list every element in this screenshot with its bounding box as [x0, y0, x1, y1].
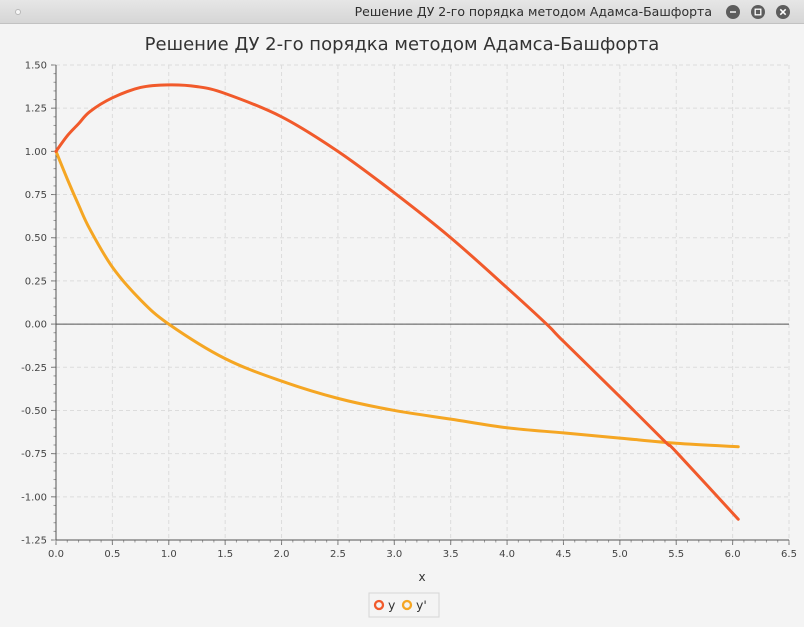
line-chart: Решение ДУ 2-го порядка методом Адамса-Б… — [21, 34, 797, 618]
close-button[interactable] — [776, 5, 790, 19]
y-tick-label: -0.75 — [21, 449, 47, 460]
x-axis-label: x — [418, 570, 425, 584]
minimize-button[interactable] — [726, 5, 740, 19]
x-tick-label: 3.0 — [386, 549, 402, 560]
axes: 0.0 0.5 1.0 1.5 2.0 2.5 3.0 3.5 4.0 4.5 5.0 5.5 6.0 6… — [21, 61, 797, 561]
legend-label-y: y — [388, 598, 396, 613]
legend: y y' — [368, 592, 440, 618]
maximize-icon — [754, 8, 762, 16]
y-tick-label: 1.50 — [25, 61, 47, 72]
close-icon — [779, 8, 787, 16]
series-line-y — [54, 83, 740, 521]
y-tick-label: -0.25 — [21, 363, 47, 374]
x-tick-label: 1.0 — [161, 549, 177, 560]
y-tick-label: 0.00 — [25, 320, 47, 331]
x-tick-label: 4.0 — [499, 549, 515, 560]
legend-marker-y — [373, 599, 385, 611]
chart-title: Решение ДУ 2-го порядка методом Адамса-Б… — [145, 34, 660, 55]
y-tick-label: 1.00 — [25, 147, 47, 158]
x-tick-label: 2.0 — [274, 549, 290, 560]
x-tick-label: 2.5 — [330, 549, 346, 560]
window-title: Решение ДУ 2-го порядка методом Адамса-Б… — [354, 4, 712, 19]
series-line-y-prime — [54, 149, 740, 449]
x-tick-label: 4.5 — [556, 549, 572, 560]
legend-marker-y-prime — [401, 599, 413, 611]
y-tick-label: -1.00 — [21, 492, 47, 503]
x-tick-label: 5.0 — [612, 549, 628, 560]
window-menu-icon[interactable] — [15, 9, 21, 15]
x-tick-label: 6.5 — [781, 549, 797, 560]
y-tick-label: -1.25 — [21, 536, 47, 547]
legend-label-y-prime: y' — [416, 598, 427, 613]
x-tick-label: 5.5 — [668, 549, 684, 560]
grid — [56, 64, 790, 540]
y-tick-label: 0.50 — [25, 233, 47, 244]
minimize-icon — [730, 11, 736, 13]
window-titlebar: Решение ДУ 2-го порядка методом Адамса-Б… — [0, 0, 804, 24]
y-tick-label: 1.25 — [25, 104, 47, 115]
y-tick-label: -0.50 — [21, 406, 47, 417]
x-tick-label: 3.5 — [443, 549, 459, 560]
x-tick-label: 0.0 — [48, 549, 64, 560]
plot-area — [56, 65, 789, 540]
x-tick-label: 0.5 — [104, 549, 120, 560]
y-tick-label: 0.25 — [25, 276, 47, 287]
maximize-button[interactable] — [751, 5, 765, 19]
series-layer — [54, 83, 740, 521]
x-tick-label: 6.0 — [725, 549, 741, 560]
x-tick-label: 1.5 — [217, 549, 233, 560]
y-tick-label: 0.75 — [25, 190, 47, 201]
